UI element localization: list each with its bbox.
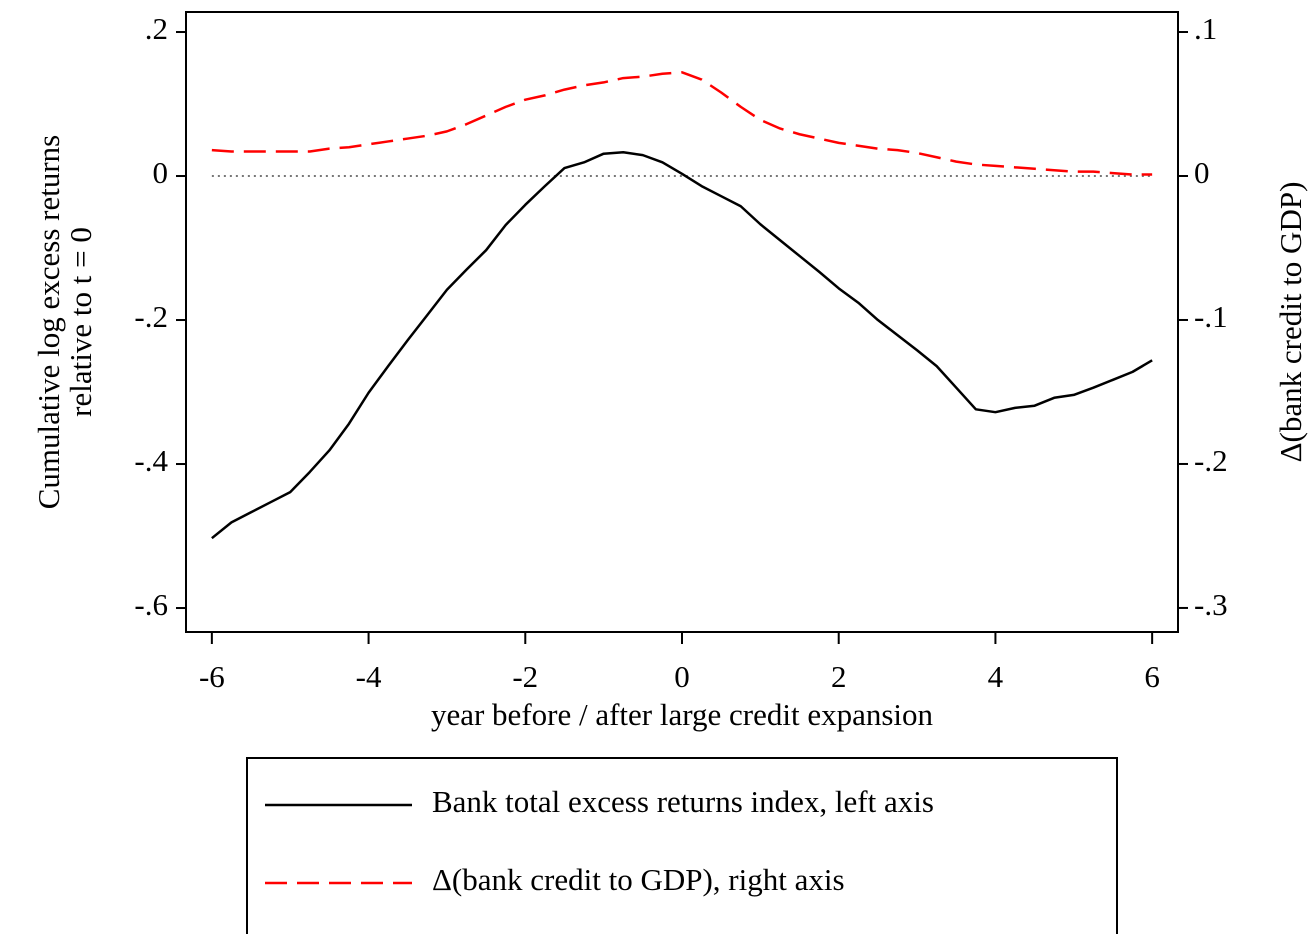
x-tick-label: -4 [356, 659, 382, 694]
x-tick-label: -6 [199, 659, 225, 694]
series-line [211, 71, 1153, 176]
plot-frame [185, 11, 1179, 633]
y-tick-label: -.2 [134, 299, 168, 334]
y2-tick-label: 0 [1194, 155, 1210, 190]
legend-box [246, 757, 1118, 934]
x-tick-label: 0 [674, 659, 690, 694]
y-axis-label: Cumulative log excess returns [31, 135, 66, 510]
y-tick-label: .2 [145, 11, 168, 46]
x-tick-label: 2 [831, 659, 847, 694]
y2-tick-label: -.1 [1194, 299, 1228, 334]
y-tick-label: 0 [153, 155, 169, 190]
y2-axis-label: Δ(bank credit to GDP) [1273, 182, 1308, 463]
y2-tick-label: -.2 [1194, 443, 1228, 478]
y-tick-label: -.6 [134, 587, 168, 622]
series-line [211, 151, 1153, 540]
x-tick-label: 6 [1144, 659, 1160, 694]
y-axis-label: relative to t = 0 [63, 227, 98, 417]
y-tick-label: -.4 [134, 443, 168, 478]
x-axis-label: year before / after large credit expansi… [431, 697, 934, 732]
x-tick-label: -2 [512, 659, 538, 694]
y2-tick-label: .1 [1194, 11, 1217, 46]
y2-tick-label: -.3 [1194, 587, 1228, 622]
legend-label: Δ(bank credit to GDP), right axis [432, 862, 845, 897]
x-tick-label: 4 [988, 659, 1004, 694]
legend-label: Bank total excess returns index, left ax… [432, 784, 934, 819]
